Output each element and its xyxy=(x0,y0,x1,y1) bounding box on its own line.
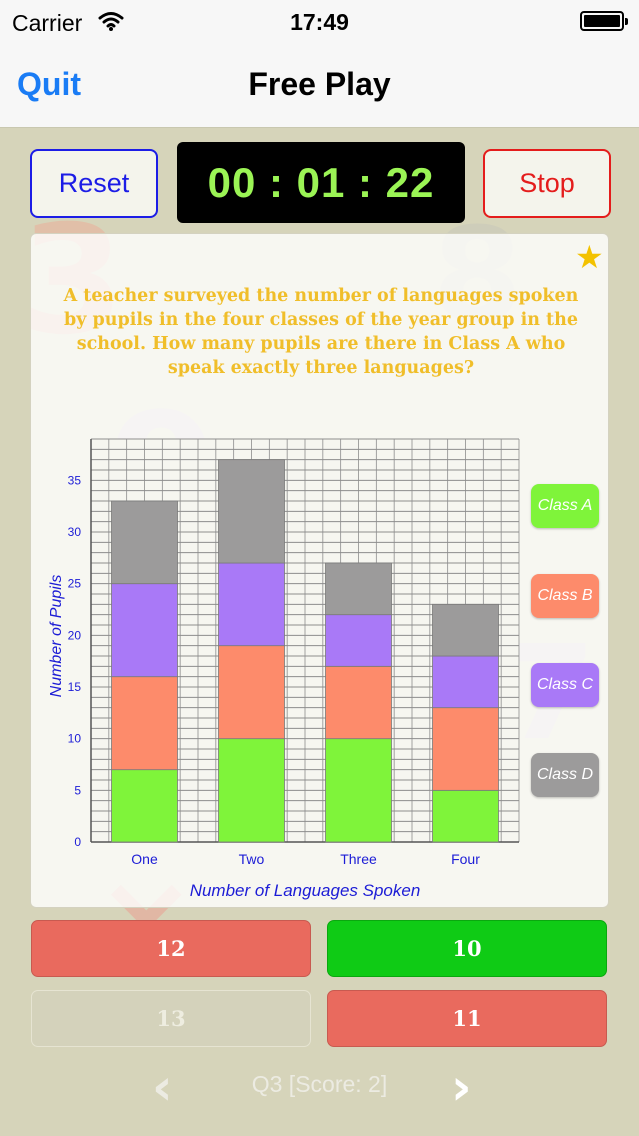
question-progress: Q3 [Score: 2] xyxy=(251,1071,388,1097)
bar-class-c-three xyxy=(325,614,392,667)
bar-class-a-two xyxy=(218,738,285,843)
x-tick-label: Three xyxy=(340,851,377,867)
answer-button-3[interactable]: 13 xyxy=(31,990,311,1047)
status-time: 17:49 xyxy=(290,9,349,35)
quit-button[interactable]: Quit xyxy=(17,66,81,102)
top-bar: Carrier 17:49 Quit Free Play xyxy=(0,0,639,128)
chevron-right-icon[interactable]: › xyxy=(451,1058,472,1116)
bar-class-b-three xyxy=(325,665,392,740)
y-axis-ticks: 0 5 10 15 20 25 30 35 xyxy=(68,473,82,849)
x-axis-label: Number of Languages Spoken xyxy=(190,881,421,900)
y-tick-label: 5 xyxy=(74,783,81,797)
stacked-bar-chart: 0 5 10 15 20 25 30 35 One Two Three Four Number of… xyxy=(48,438,520,900)
chevron-left-icon[interactable]: ‹ xyxy=(152,1058,173,1116)
y-tick-label: 25 xyxy=(68,577,82,591)
bar-class-d-four xyxy=(432,603,499,657)
bar-class-c-two xyxy=(218,562,285,647)
y-tick-label: 10 xyxy=(68,732,82,746)
bar-class-c-four xyxy=(432,655,499,709)
x-tick-label: Two xyxy=(239,851,265,867)
answer-button-2[interactable]: 10 xyxy=(327,920,607,977)
reset-button[interactable]: Reset xyxy=(30,149,158,218)
bar-class-b-four xyxy=(432,707,499,791)
legend-class-d: Class D xyxy=(531,753,599,797)
question-text: A teacher surveyed the number of languag… xyxy=(63,286,579,378)
answer-button-4[interactable]: 11 xyxy=(327,990,607,1047)
star-icon[interactable]: ★ xyxy=(575,239,604,275)
battery-icon xyxy=(580,11,628,31)
legend-class-a: Class A xyxy=(531,484,599,528)
x-axis-categories: One Two Three Four xyxy=(131,851,480,867)
y-tick-label: 20 xyxy=(68,628,82,642)
bar-class-d-one xyxy=(111,500,178,585)
legend-class-b: Class B xyxy=(531,574,599,618)
y-tick-label: 35 xyxy=(68,473,82,487)
y-tick-label: 30 xyxy=(68,525,82,539)
elapsed-timer: 00 : 01 : 22 xyxy=(177,142,465,223)
x-tick-label: Four xyxy=(451,851,480,867)
y-tick-label: 0 xyxy=(74,835,81,849)
y-axis-label: Number of Pupils xyxy=(48,575,65,698)
question-card: ★ A teacher surveyed the number of langu… xyxy=(30,233,609,908)
answer-button-1[interactable]: 12 xyxy=(31,920,311,977)
x-tick-label: One xyxy=(131,851,158,867)
stop-button[interactable]: Stop xyxy=(483,149,611,218)
bar-class-c-one xyxy=(111,583,178,678)
bar-class-a-three xyxy=(325,738,392,843)
carrier-label: Carrier xyxy=(12,10,83,36)
bar-class-b-two xyxy=(218,645,285,740)
wifi-icon xyxy=(98,12,124,31)
bar-class-b-one xyxy=(111,676,178,771)
bar-class-a-one xyxy=(111,769,178,843)
bar-class-d-three xyxy=(325,562,392,616)
y-tick-label: 15 xyxy=(68,680,82,694)
bar-class-d-two xyxy=(218,459,285,564)
chart-bars xyxy=(111,459,499,843)
page-title: Free Play xyxy=(248,66,391,102)
bar-class-a-four xyxy=(432,789,499,843)
legend-class-c: Class C xyxy=(531,663,599,707)
